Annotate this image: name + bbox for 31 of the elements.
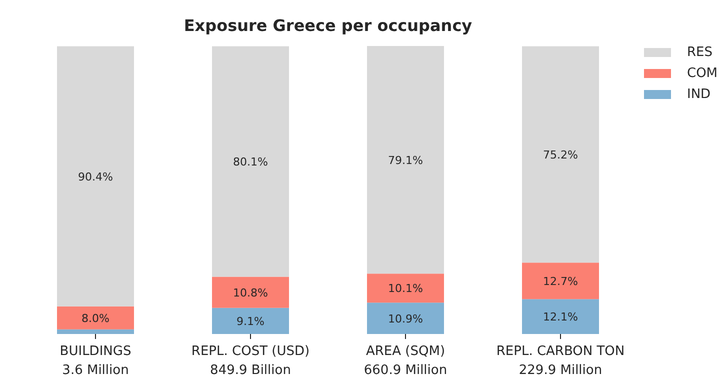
x-tick-label: REPL. COST (USD) 849.9 Billion: [191, 344, 310, 378]
bar: [57, 46, 134, 306]
bar: [212, 308, 289, 334]
legend-label: RES: [687, 45, 712, 60]
legend-label: IND: [687, 87, 711, 102]
data-label: 12.7%: [543, 274, 578, 288]
chart-title: Exposure Greece per occupancy: [182, 16, 474, 35]
bar: [367, 302, 444, 334]
bar: [212, 276, 289, 308]
bar: [367, 274, 444, 303]
data-label: 90.4%: [78, 170, 113, 184]
data-label: 8.0%: [82, 312, 110, 325]
bar: [212, 46, 289, 277]
bar: [522, 262, 599, 300]
data-label: 12.1%: [543, 310, 578, 324]
x-tick-label: BUILDINGS 3.6 Million: [60, 344, 132, 378]
data-label: 80.1%: [233, 156, 268, 169]
data-label: 75.2%: [543, 148, 578, 162]
data-label: 9.1%: [236, 314, 264, 328]
bar: [522, 46, 599, 263]
bar: [57, 306, 134, 330]
x-tick-label: REPL. CARBON TON 229.9 Million: [496, 344, 625, 378]
legend-label: COM: [687, 66, 718, 81]
data-label: 79.1%: [388, 154, 423, 167]
data-label: 10.1%: [388, 282, 423, 296]
data-label: 10.9%: [388, 312, 423, 326]
bar: [57, 329, 134, 334]
bar: [522, 299, 599, 334]
x-tick-label: AREA (SQM) 660.9 Million: [364, 344, 448, 378]
bar: [367, 46, 444, 274]
data-label: 10.8%: [233, 286, 268, 300]
